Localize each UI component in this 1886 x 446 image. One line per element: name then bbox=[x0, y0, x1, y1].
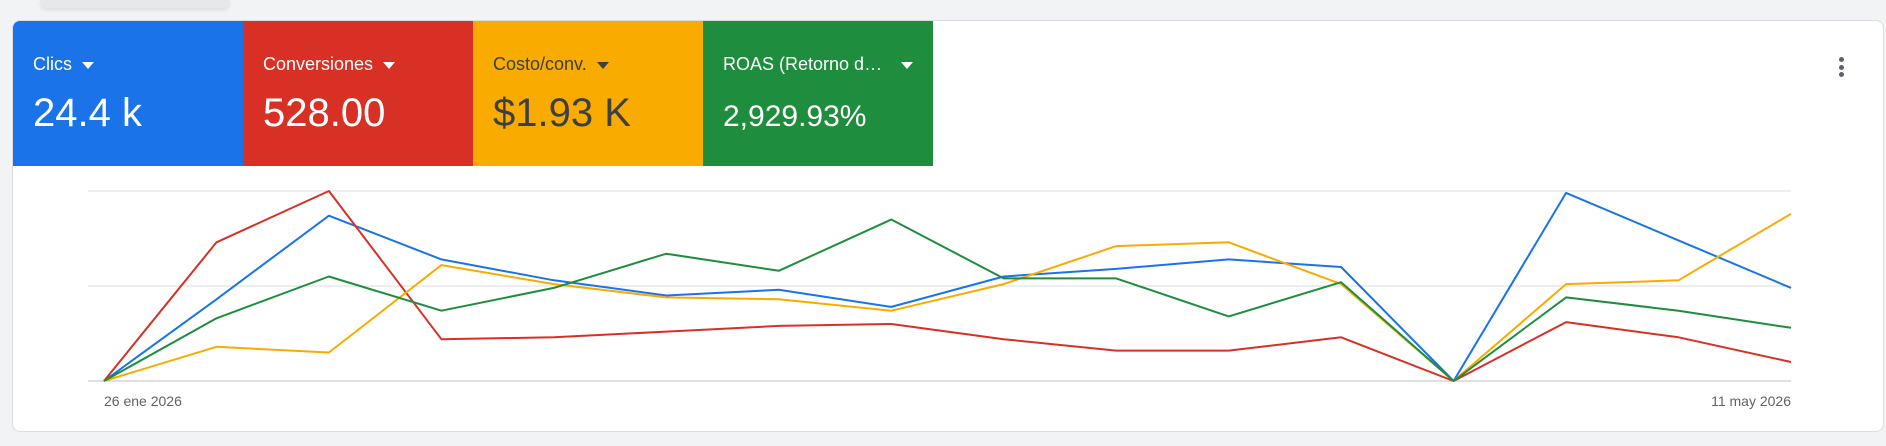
metric-value: 24.4 k bbox=[33, 91, 142, 135]
collapsed-panel-tab bbox=[40, 0, 230, 8]
dropdown-caret-icon[interactable] bbox=[596, 61, 609, 69]
metric-value: 2,929.93% bbox=[723, 100, 867, 133]
x-tick-label-start: 26 ene 2026 bbox=[104, 393, 182, 409]
metric-card-roas[interactable]: ROAS (Retorno de l... 2,929.93% bbox=[703, 21, 933, 166]
more-dot bbox=[1838, 57, 1844, 62]
performance-line-chart: 26 ene 2026 11 may 2026 bbox=[88, 190, 1792, 409]
metric-value: 528.00 bbox=[263, 91, 386, 135]
more-dot bbox=[1838, 72, 1844, 77]
metric-label: ROAS (Retorno de l... bbox=[723, 54, 891, 74]
series-line-0 bbox=[103, 191, 1792, 382]
metric-label-row[interactable]: ROAS (Retorno de l... bbox=[723, 53, 913, 75]
series-line-1 bbox=[103, 190, 1792, 382]
series-line-3 bbox=[103, 218, 1792, 382]
x-tick-label-end: 11 may 2026 bbox=[1711, 393, 1791, 409]
metric-label: Conversiones bbox=[263, 54, 374, 74]
dropdown-caret-icon[interactable] bbox=[383, 61, 396, 69]
metric-label-row[interactable]: Clics bbox=[33, 53, 223, 75]
metric-label-row[interactable]: Conversiones bbox=[263, 53, 453, 75]
metric-card-cost-per-conversion[interactable]: Costo/conv. $1.93 K bbox=[473, 21, 703, 166]
dropdown-caret-icon[interactable] bbox=[901, 61, 913, 69]
metric-card-conversions[interactable]: Conversiones 528.00 bbox=[243, 21, 473, 166]
dropdown-caret-icon[interactable] bbox=[82, 61, 94, 69]
metric-label: Clics bbox=[33, 54, 72, 74]
metric-card-clicks[interactable]: Clics 24.4 k bbox=[13, 21, 243, 166]
metric-value: $1.93 K bbox=[493, 91, 631, 135]
more-options-icon[interactable] bbox=[1829, 53, 1853, 81]
more-dot bbox=[1838, 64, 1844, 70]
metric-label-row[interactable]: Costo/conv. bbox=[493, 53, 683, 75]
metric-label: Costo/conv. bbox=[493, 54, 587, 74]
series-line-2 bbox=[103, 212, 1792, 382]
metric-selector-row: Clics 24.4 k Conversiones 528.00 Costo/c… bbox=[13, 21, 933, 166]
performance-card: 26 ene 2026 11 may 2026 Clics 24.4 k Conv… bbox=[12, 20, 1884, 432]
